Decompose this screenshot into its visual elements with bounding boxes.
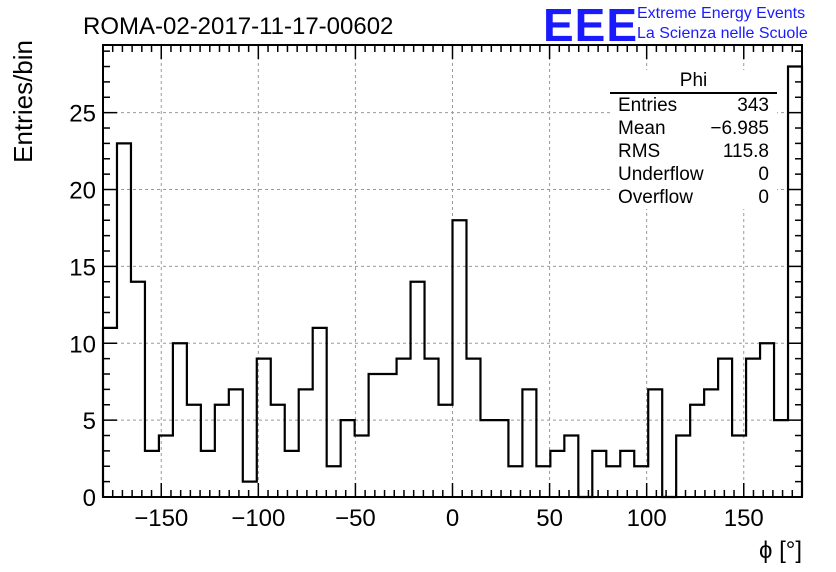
y-axis-label: Entries/bin <box>8 40 38 163</box>
logo-line-1: Extreme Energy Events <box>637 5 806 22</box>
axis-ticks <box>103 45 802 497</box>
y-tick-label: 0 <box>83 485 96 512</box>
x-tick-label: 100 <box>627 505 667 532</box>
x-tick-label: −150 <box>134 505 188 532</box>
stats-value: 115.8 <box>722 141 769 162</box>
stats-label: Overflow <box>618 187 693 208</box>
y-tick-label: 25 <box>69 101 96 128</box>
plot-frame <box>102 44 803 498</box>
y-tick-label: 15 <box>69 254 96 281</box>
stats-row-underflow: Underflow 0 <box>610 163 777 186</box>
x-tick-label: 150 <box>724 505 764 532</box>
stats-row-mean: Mean −6.985 <box>610 117 777 140</box>
stats-row-overflow: Overflow 0 <box>610 186 777 209</box>
chart-title: ROMA-02-2017-11-17-00602 <box>83 13 393 40</box>
stats-value: 343 <box>737 95 769 116</box>
logo-line-2: La Scienza nelle Scuole <box>637 25 808 42</box>
stats-label: Underflow <box>618 164 704 185</box>
x-tick-label: −100 <box>231 505 285 532</box>
histogram-outline <box>101 65 804 499</box>
stats-value: −6.985 <box>710 118 769 139</box>
stats-title: Phi <box>610 70 777 94</box>
stats-row-entries: Entries 343 <box>610 94 777 117</box>
x-tick-label: 0 <box>446 505 459 532</box>
x-tick-label: −50 <box>335 505 376 532</box>
eee-logo: EEE <box>543 0 639 51</box>
statistics-box: Phi Entries 343 Mean −6.985 RMS 115.8 Un… <box>610 70 777 209</box>
y-tick-label: 10 <box>69 331 96 358</box>
stats-value: 0 <box>758 187 769 208</box>
y-tick-label: 20 <box>69 178 96 205</box>
stats-label: RMS <box>618 141 661 162</box>
x-axis-label: ϕ [°] <box>759 537 802 564</box>
stats-value: 0 <box>758 164 769 185</box>
stats-row-rms: RMS 115.8 <box>610 140 777 163</box>
axis-tick-labels: −150 −100 −50 0 50 100 150 0 5 10 15 20 25 <box>69 101 763 532</box>
y-tick-label: 5 <box>83 408 96 435</box>
stats-label: Mean <box>618 118 666 139</box>
x-tick-label: 50 <box>536 505 563 532</box>
stats-label: Entries <box>618 95 678 116</box>
